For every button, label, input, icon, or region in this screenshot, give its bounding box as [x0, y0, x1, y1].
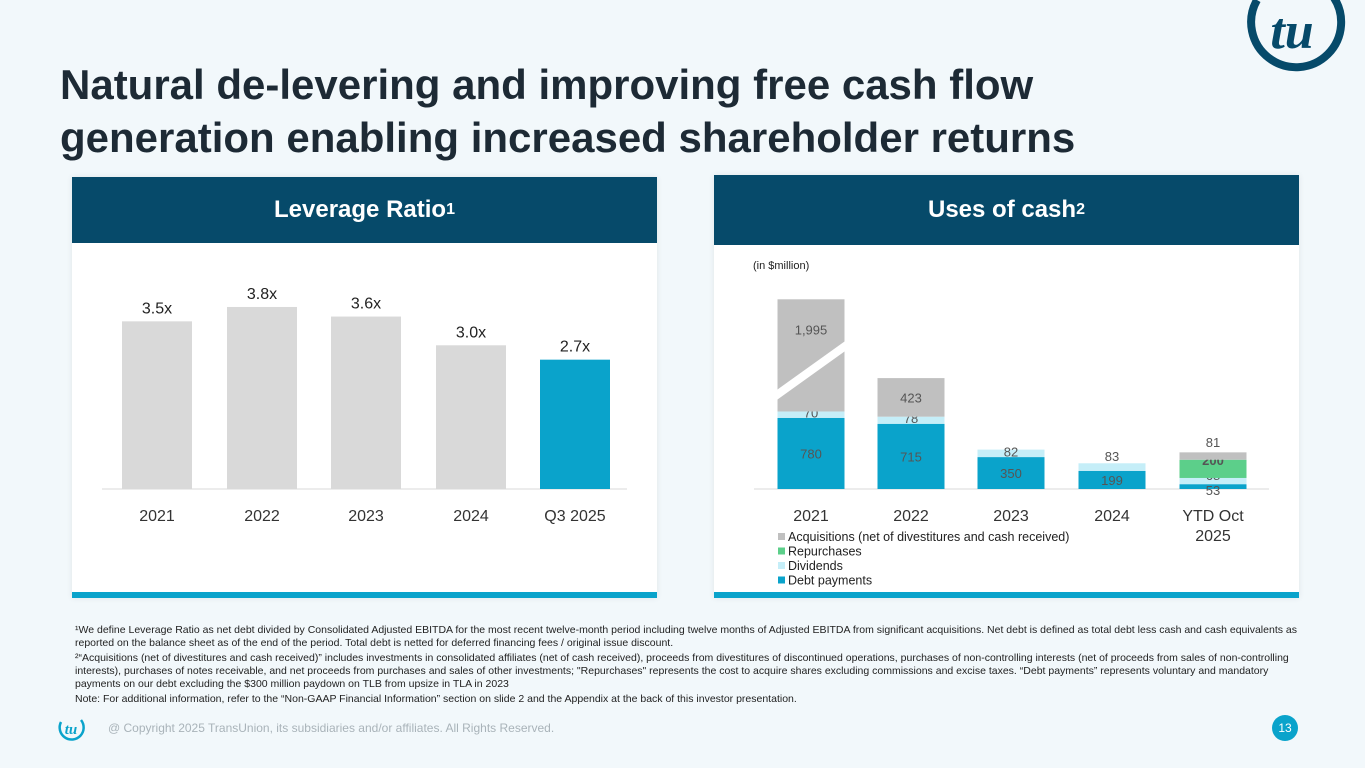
- leverage-ratio-chart: 3.5x 2021 3.8x 2022 3.6x 2023 3.0x 2024 2.7x Q3 2…: [102, 286, 627, 525]
- tick-label: 2024: [1094, 508, 1130, 525]
- data-label: 3.0x: [456, 324, 486, 341]
- bar-segment-repurchases: [1179, 459, 1247, 478]
- tick-label: 2021: [139, 508, 175, 525]
- tick-label: 2023: [993, 508, 1029, 525]
- bar-segment-dividends: [1179, 477, 1247, 485]
- title-line-2: generation enabling increased shareholde…: [60, 114, 1076, 161]
- bar-segment-debt: [1078, 470, 1146, 489]
- data-label: 3.6x: [351, 296, 381, 313]
- footnote-note: Note: For additional information, refer …: [75, 693, 797, 705]
- bar-segment-dividends: [777, 411, 845, 418]
- legend-swatch: [778, 562, 785, 569]
- bar-segment-debt: [877, 423, 945, 489]
- transunion-logo: tu: [1247, 0, 1346, 72]
- tick-label: 2023: [348, 508, 384, 525]
- bar-Q3 2025: [540, 359, 610, 489]
- page-number: 13: [1272, 715, 1298, 741]
- header-text: Uses of cash: [928, 196, 1077, 223]
- bar-segment-dividends: [1078, 463, 1146, 471]
- tick-label: Q3 2025: [544, 508, 605, 525]
- data-label: 3.5x: [142, 300, 172, 317]
- header-text: Leverage Ratio: [274, 196, 447, 223]
- bar-2024: [436, 345, 506, 489]
- axis-break: [777, 341, 845, 400]
- footnote-2: ²“Acquisitions (net of divestitures and …: [75, 652, 1289, 690]
- accent-bar: [72, 592, 657, 598]
- leverage-ratio-panel: Leverage Ratio 1 3.5x 2021 3.8x 2022 3.6x 2023…: [72, 177, 657, 598]
- unit-note: (in $million): [753, 260, 810, 272]
- bar-2022: [227, 306, 297, 489]
- uses-of-cash-chart: 780701,995202171578423202235082202319983…: [754, 299, 1269, 588]
- data-label: 3.8x: [247, 286, 277, 303]
- footnote-ref: 2: [1076, 201, 1085, 218]
- leverage-ratio-header: Leverage Ratio 1: [72, 177, 657, 243]
- bar-segment-acquisitions: [1179, 452, 1247, 460]
- bar-segment-debt: [777, 417, 845, 489]
- data-label: 81: [1206, 435, 1220, 450]
- data-label: 53: [1206, 483, 1220, 498]
- data-label: 82: [1004, 444, 1018, 459]
- data-label: 1,995: [795, 322, 828, 337]
- bar-segment-dividends: [877, 416, 945, 424]
- legend-label: Debt payments: [788, 574, 872, 588]
- footnote-ref: 1: [446, 201, 455, 218]
- data-label: 780: [800, 446, 822, 461]
- tick-label: 2021: [793, 508, 829, 525]
- footnotes: ¹We define Leverage Ratio as net debt di…: [75, 624, 1297, 708]
- footnote-1: ¹We define Leverage Ratio as net debt di…: [75, 624, 1297, 649]
- uses-of-cash-header: Uses of cash 2: [714, 175, 1299, 245]
- tick-label: YTD Oct: [1182, 508, 1244, 525]
- tick-label: 2022: [244, 508, 280, 525]
- bar-2023: [331, 316, 401, 489]
- accent-bar: [714, 592, 1299, 598]
- tick-label: 2024: [453, 508, 489, 525]
- uses-of-cash-panel: Uses of cash 2 (in $million) 780 70 1,995 20…: [714, 175, 1299, 598]
- bar-segment-dividends: [977, 449, 1045, 458]
- bar-segment-debt: [1179, 484, 1247, 489]
- data-label: 83: [1105, 449, 1119, 464]
- legend-swatch: [778, 547, 785, 555]
- legend-label: Repurchases: [788, 545, 862, 559]
- bar-segment-debt: [977, 457, 1045, 489]
- copyright: @ Copyright 2025 TransUnion, its subsidi…: [108, 721, 555, 735]
- bar-2021: [122, 321, 192, 489]
- bar-segment-acquisitions: [877, 378, 945, 417]
- legend-swatch: [778, 533, 785, 540]
- tick-label: 2022: [893, 508, 929, 525]
- tick-label: 2025: [1195, 528, 1231, 545]
- footer-logo: tu: [58, 719, 85, 741]
- page-title: Natural de-levering and improving free c…: [60, 58, 1075, 164]
- legend-label: Acquisitions (net of divestitures and ca…: [788, 530, 1069, 544]
- data-label: 199: [1101, 473, 1123, 488]
- data-label: 423: [900, 390, 922, 405]
- legend-swatch: [778, 576, 785, 584]
- legend-label: Dividends: [788, 559, 843, 573]
- title-line-1: Natural de-levering and improving free c…: [60, 61, 1034, 108]
- svg-text:tu: tu: [1270, 3, 1313, 60]
- data-label: 715: [900, 449, 922, 464]
- svg-text:tu: tu: [65, 722, 78, 738]
- data-label: 2.7x: [560, 339, 590, 356]
- data-label: 350: [1000, 466, 1022, 481]
